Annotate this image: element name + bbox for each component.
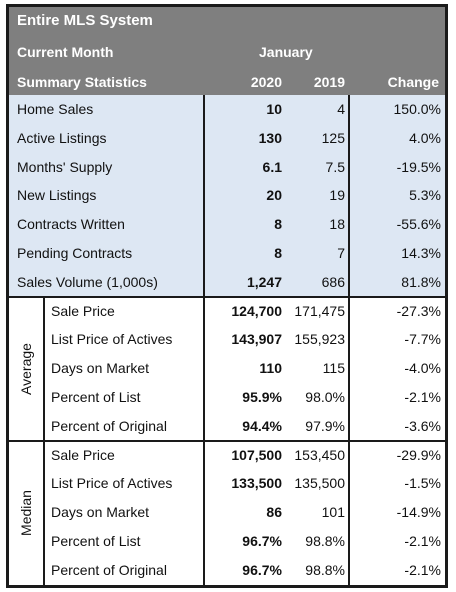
value-change: -4.0%: [404, 360, 441, 377]
value-change: -7.7%: [404, 331, 441, 348]
value-2020: 130: [258, 129, 282, 146]
value-change: 14.3%: [401, 245, 441, 261]
value-2019: 135,500: [294, 475, 345, 492]
value-change: -27.3%: [396, 302, 441, 319]
col-divider: [203, 95, 205, 585]
value-change: 150.0%: [393, 101, 441, 117]
row-label: Sales Volume (1,000s): [17, 273, 158, 290]
value-2020: 133,500: [231, 475, 282, 492]
group-divider: [43, 296, 45, 441]
row-label: Contracts Written: [17, 216, 125, 233]
value-change: -1.5%: [404, 475, 441, 492]
value-change: 4.0%: [409, 129, 441, 146]
current-month: Current Month: [17, 44, 114, 60]
value-2020: 124,700: [231, 302, 282, 319]
title: Entire MLS System: [17, 12, 153, 29]
value-2020: 95.9%: [242, 389, 282, 405]
value-2020: 94.4%: [242, 417, 282, 434]
value-2020: 1,247: [246, 273, 282, 290]
value-2019: 19: [329, 187, 345, 204]
row-label: Days on Market: [51, 504, 150, 521]
row-label: Percent of Original: [51, 561, 167, 578]
row-label: Home Sales: [17, 101, 94, 117]
row-label: List Price of Actives: [51, 331, 173, 348]
value-2019: 4: [337, 101, 345, 117]
value-2020: 6.1: [262, 158, 282, 175]
value-change: 5.3%: [409, 187, 441, 204]
value-2019: 101: [321, 504, 345, 521]
section-line: [9, 439, 445, 442]
value-change: -2.1%: [404, 533, 441, 549]
row-label: Pending Contracts: [17, 245, 133, 261]
row-label: Sale Price: [51, 446, 115, 463]
value-2020: 20: [266, 187, 282, 204]
value-2020: 96.7%: [242, 533, 282, 549]
value-change: -2.1%: [404, 561, 441, 578]
row-label: Percent of Original: [51, 417, 167, 434]
value-2020: 107,500: [231, 446, 282, 463]
value-2019: 115: [322, 360, 345, 377]
col-head: Change: [387, 74, 439, 90]
col-divider: [348, 95, 350, 585]
value-2020: 96.7%: [242, 561, 282, 578]
value-change: -29.9%: [396, 446, 441, 463]
row-label: Percent of List: [51, 533, 141, 549]
row-label: Sale Price: [51, 302, 115, 319]
row-label: Months' Supply: [17, 158, 113, 175]
value-2019: 171,475: [294, 302, 345, 319]
stats-table: Entire MLS System Current Month January …: [6, 4, 448, 588]
value-2019: 153,450: [294, 446, 345, 463]
value-2020: 10: [266, 101, 282, 117]
value-change: -2.1%: [404, 389, 441, 405]
group-divider: [43, 440, 45, 585]
row-label: List Price of Actives: [51, 475, 173, 492]
value-2019: 155,923: [294, 331, 345, 348]
summary-statistics: Summary Statistics: [17, 74, 147, 90]
value-2019: 7: [337, 245, 345, 261]
row-label: Percent of List: [51, 389, 141, 405]
value-2020: 86: [266, 504, 282, 521]
value-2020: 8: [274, 216, 282, 233]
col-head: 2019: [313, 74, 345, 90]
value-change: -14.9%: [396, 504, 441, 521]
value-2019: 7.5: [325, 158, 345, 175]
value-2020: 143,907: [231, 331, 282, 348]
value-change: -55.6%: [396, 216, 441, 233]
value-2019: 98.0%: [305, 389, 345, 405]
header: [9, 7, 445, 95]
row-label: Days on Market: [51, 360, 150, 377]
col-head: 2020: [250, 74, 282, 90]
group-label: Average: [18, 342, 34, 395]
value-2020: 8: [274, 245, 282, 261]
value-2019: 98.8%: [305, 533, 345, 549]
value-2019: 686: [321, 273, 345, 290]
value-2019: 125: [321, 129, 345, 146]
value-change: -3.6%: [404, 417, 441, 434]
group-label: Median: [18, 489, 34, 536]
value-2019: 97.9%: [305, 417, 345, 434]
section-bg: [9, 95, 445, 297]
value-change: 81.8%: [401, 273, 441, 290]
value-change: -19.5%: [396, 158, 441, 175]
value-2019: 18: [329, 216, 345, 233]
row-label: Active Listings: [17, 129, 107, 146]
row-label: New Listings: [17, 187, 97, 204]
value-2019: 98.8%: [305, 561, 345, 578]
month: January: [259, 44, 313, 60]
value-2020: 110: [259, 360, 282, 377]
section-line: [9, 295, 445, 298]
